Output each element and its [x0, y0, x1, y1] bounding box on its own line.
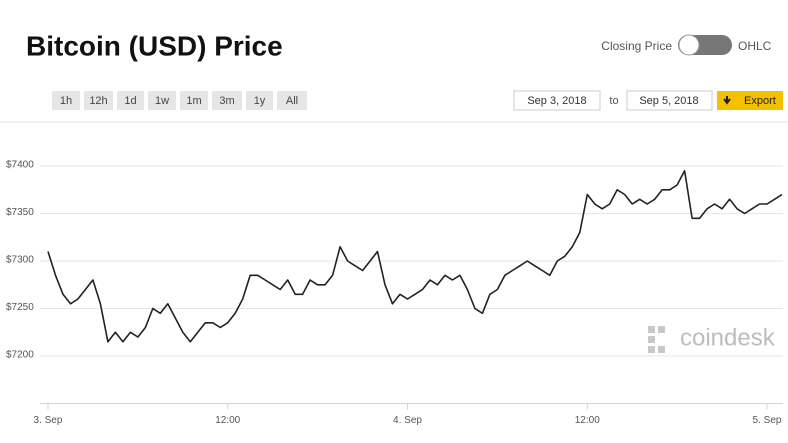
date-separator: to — [609, 95, 618, 107]
range-button-label: 1m — [186, 95, 201, 107]
export-icon — [723, 96, 731, 105]
x-tick-label: 12:00 — [215, 415, 240, 426]
range-button-bg — [277, 91, 307, 110]
range-button[interactable]: 12h — [84, 91, 113, 110]
date-from-input[interactable] — [513, 90, 601, 111]
range-button[interactable]: 1m — [180, 91, 208, 110]
range-button-label: 1y — [254, 95, 266, 107]
range-button-label: 1d — [124, 95, 136, 107]
date-to-input[interactable] — [626, 90, 713, 111]
date-to: Sep 5, 2018 — [639, 95, 698, 107]
watermark-icon — [648, 326, 665, 353]
range-button[interactable]: All — [277, 91, 307, 110]
watermark-text: coindesk — [680, 324, 776, 351]
range-button[interactable]: 1d — [117, 91, 144, 110]
y-tick-label: $7400 — [6, 160, 34, 171]
range-button-bg — [180, 91, 208, 110]
export-button[interactable]: Export — [717, 91, 783, 110]
y-tick-label: $7350 — [6, 207, 34, 218]
range-button[interactable]: 3m — [212, 91, 242, 110]
range-button-bg — [212, 91, 242, 110]
export-label: Export — [744, 95, 776, 107]
range-button-label: 1h — [60, 95, 72, 107]
range-button-bg — [52, 91, 80, 110]
x-tick-label: 12:00 — [575, 415, 600, 426]
x-tick-label: 5. Sep — [753, 415, 782, 426]
toggle-left-label: Closing Price — [601, 39, 672, 53]
range-button-label: 3m — [219, 95, 234, 107]
toggle-switch[interactable] — [678, 34, 732, 56]
chart-title: Bitcoin (USD) Price — [26, 30, 283, 61]
export-bg — [717, 91, 783, 110]
date-from: Sep 3, 2018 — [527, 95, 586, 107]
y-tick-label: $7200 — [6, 350, 34, 361]
range-button-label: 1w — [155, 95, 169, 107]
price-line — [47, 170, 783, 343]
range-button-bg — [246, 91, 273, 110]
watermark: coindesk — [648, 324, 776, 353]
y-tick-label: $7250 — [6, 302, 34, 313]
x-tick-label: 3. Sep — [34, 415, 63, 426]
range-button[interactable]: 1h — [52, 91, 80, 110]
range-buttons: 1h 12h 1d 1w 1m 3m 1y All — [52, 91, 307, 110]
x-tick-label: 4. Sep — [393, 415, 422, 426]
range-button[interactable]: 1w — [148, 91, 176, 110]
range-button-bg — [117, 91, 144, 110]
range-button[interactable]: 1y — [246, 91, 273, 110]
plot: $7200 $7250 $7300 $7350 $7400 3. Sep 12:00 4. S… — [0, 121, 788, 426]
range-button-bg — [148, 91, 176, 110]
y-tick-label: $7300 — [6, 255, 34, 266]
range-button-bg — [84, 91, 113, 110]
toggle-right-label: OHLC — [738, 39, 772, 53]
range-button-label: 12h — [89, 95, 107, 107]
toggle-knob — [678, 34, 700, 56]
range-button-label: All — [286, 95, 298, 107]
